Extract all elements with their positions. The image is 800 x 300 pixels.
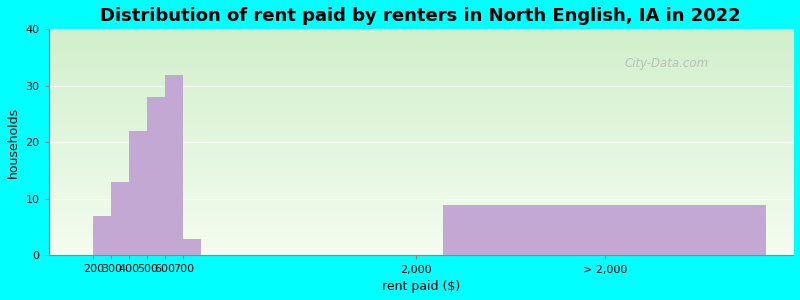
- Bar: [183, 238, 201, 256]
- Title: Distribution of rent paid by renters in North English, IA in 2022: Distribution of rent paid by renters in …: [101, 7, 742, 25]
- Bar: [130, 131, 147, 256]
- Bar: [111, 182, 130, 256]
- Bar: [147, 97, 166, 256]
- Bar: [166, 74, 183, 256]
- Bar: [94, 216, 111, 256]
- Text: City-Data.com: City-Data.com: [625, 57, 709, 70]
- X-axis label: rent paid ($): rent paid ($): [382, 280, 460, 293]
- Y-axis label: households: households: [7, 107, 20, 178]
- Bar: [443, 205, 766, 256]
